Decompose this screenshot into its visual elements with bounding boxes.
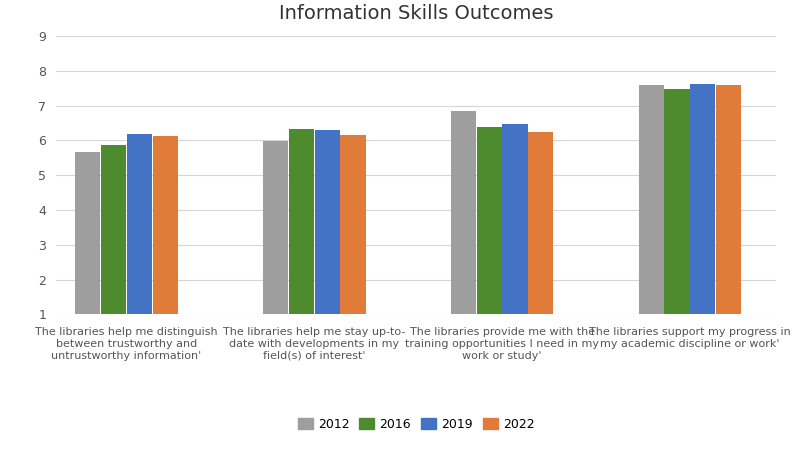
Bar: [665, 89, 690, 314]
Bar: [716, 85, 741, 314]
Bar: [341, 135, 366, 314]
Bar: [502, 124, 527, 314]
Bar: [314, 130, 340, 314]
Bar: [101, 145, 126, 314]
Bar: [638, 85, 664, 314]
Legend: 2012, 2016, 2019, 2022: 2012, 2016, 2019, 2022: [293, 413, 539, 436]
Bar: [289, 129, 314, 314]
Bar: [153, 136, 178, 314]
Bar: [477, 127, 502, 314]
Bar: [263, 141, 288, 314]
Bar: [451, 111, 476, 314]
Bar: [528, 132, 554, 314]
Bar: [75, 153, 100, 314]
Title: Information Skills Outcomes: Information Skills Outcomes: [278, 4, 554, 23]
Bar: [127, 134, 152, 314]
Bar: [690, 84, 715, 314]
